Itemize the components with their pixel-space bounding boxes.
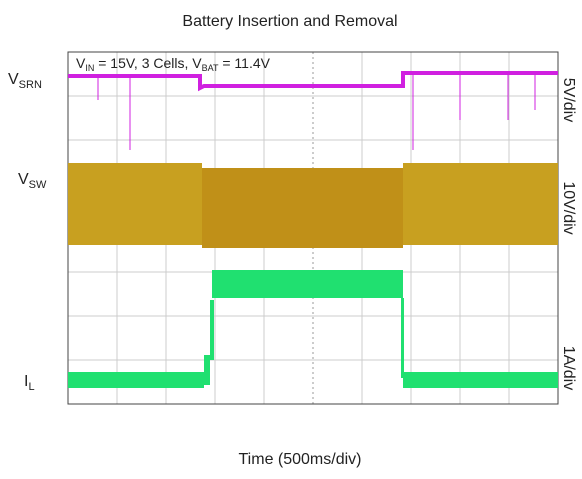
trace-vsw [68,163,558,248]
trace-label: VSRN [8,71,42,91]
trace-label: IL [24,373,35,393]
trace-vsrn [68,71,558,150]
annotation: VIN = 15V, 3 Cells, VBAT = 11.4V [76,55,271,73]
chart-title: Battery Insertion and Removal [182,13,397,30]
trace-scale: 5V/div [560,78,577,122]
x-axis-label: Time (500ms/div) [239,451,362,468]
trace-il [68,270,558,388]
trace-scale: 1A/div [560,346,577,390]
trace-label: VSW [18,171,47,191]
trace-scale: 10V/div [560,181,577,234]
